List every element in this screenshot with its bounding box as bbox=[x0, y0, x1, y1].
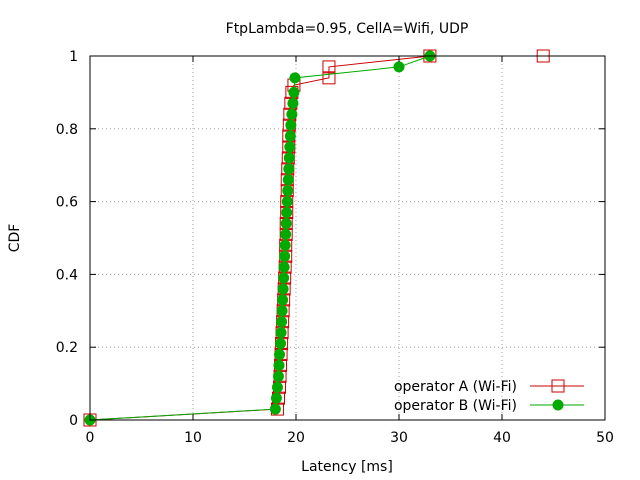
x-tick-label: 20 bbox=[287, 430, 305, 446]
data-point bbox=[282, 185, 294, 197]
data-point bbox=[274, 348, 286, 360]
data-point bbox=[289, 72, 301, 84]
data-point bbox=[283, 163, 295, 175]
y-tick-label: 0.2 bbox=[56, 340, 78, 356]
x-tick-label: 30 bbox=[390, 430, 408, 446]
y-tick-label: 0.6 bbox=[56, 195, 78, 211]
legend-item: operator B (Wi-Fi) bbox=[394, 398, 584, 414]
data-point bbox=[284, 130, 296, 142]
data-point bbox=[272, 370, 284, 382]
series-operator-b bbox=[84, 50, 436, 426]
data-point bbox=[281, 207, 293, 219]
data-point bbox=[286, 108, 298, 120]
x-tick-label: 40 bbox=[493, 430, 511, 446]
data-point bbox=[280, 217, 292, 229]
chart-title: FtpLambda=0.95, CellA=Wifi, UDP bbox=[226, 21, 469, 37]
legend-marker bbox=[552, 399, 564, 411]
data-point bbox=[280, 228, 292, 240]
legend-label: operator B (Wi-Fi) bbox=[394, 398, 517, 414]
axis-ticks: 0 10 20 30 40 50 0 0.2 0.4 0.6 0.8 1 bbox=[56, 49, 614, 446]
data-point bbox=[284, 141, 296, 153]
data-point bbox=[283, 152, 295, 164]
legend-marker bbox=[551, 379, 565, 393]
data-point bbox=[276, 305, 288, 317]
data-point bbox=[270, 392, 282, 404]
data-point bbox=[282, 174, 294, 186]
series-line bbox=[89, 55, 431, 421]
data-point bbox=[393, 61, 405, 73]
data-point bbox=[287, 97, 299, 109]
data-point bbox=[273, 359, 285, 371]
x-tick-label: 0 bbox=[86, 430, 95, 446]
data-point bbox=[279, 250, 291, 262]
data-point bbox=[322, 60, 336, 74]
grid bbox=[90, 56, 605, 420]
legend: operator A (Wi-Fi) operator B (Wi-Fi) bbox=[394, 379, 584, 414]
data-point bbox=[275, 338, 287, 350]
data-point bbox=[276, 316, 288, 328]
plot-frame bbox=[89, 55, 606, 421]
series-operator-a bbox=[83, 49, 550, 427]
y-tick-label: 0 bbox=[69, 413, 78, 429]
data-point bbox=[277, 283, 289, 295]
x-tick-label: 50 bbox=[596, 430, 614, 446]
x-axis-label: Latency [ms] bbox=[301, 459, 393, 475]
y-tick-label: 0.4 bbox=[56, 267, 78, 283]
data-point bbox=[322, 71, 336, 85]
legend-item: operator A (Wi-Fi) bbox=[394, 379, 584, 395]
series-layer bbox=[83, 49, 550, 427]
y-axis-label: CDF bbox=[7, 224, 23, 253]
data-point bbox=[278, 272, 290, 284]
legend-label: operator A (Wi-Fi) bbox=[394, 379, 517, 395]
y-tick-label: 1 bbox=[69, 49, 78, 65]
data-point bbox=[275, 327, 287, 339]
data-point bbox=[271, 381, 283, 393]
data-point bbox=[269, 403, 281, 415]
data-point bbox=[279, 239, 291, 251]
data-point bbox=[281, 196, 293, 208]
data-point bbox=[285, 119, 297, 131]
x-tick-label: 10 bbox=[184, 430, 202, 446]
data-point bbox=[277, 294, 289, 306]
series-line bbox=[89, 55, 544, 421]
data-point bbox=[278, 261, 290, 273]
y-tick-label: 0.8 bbox=[56, 122, 78, 138]
data-point bbox=[288, 86, 300, 98]
